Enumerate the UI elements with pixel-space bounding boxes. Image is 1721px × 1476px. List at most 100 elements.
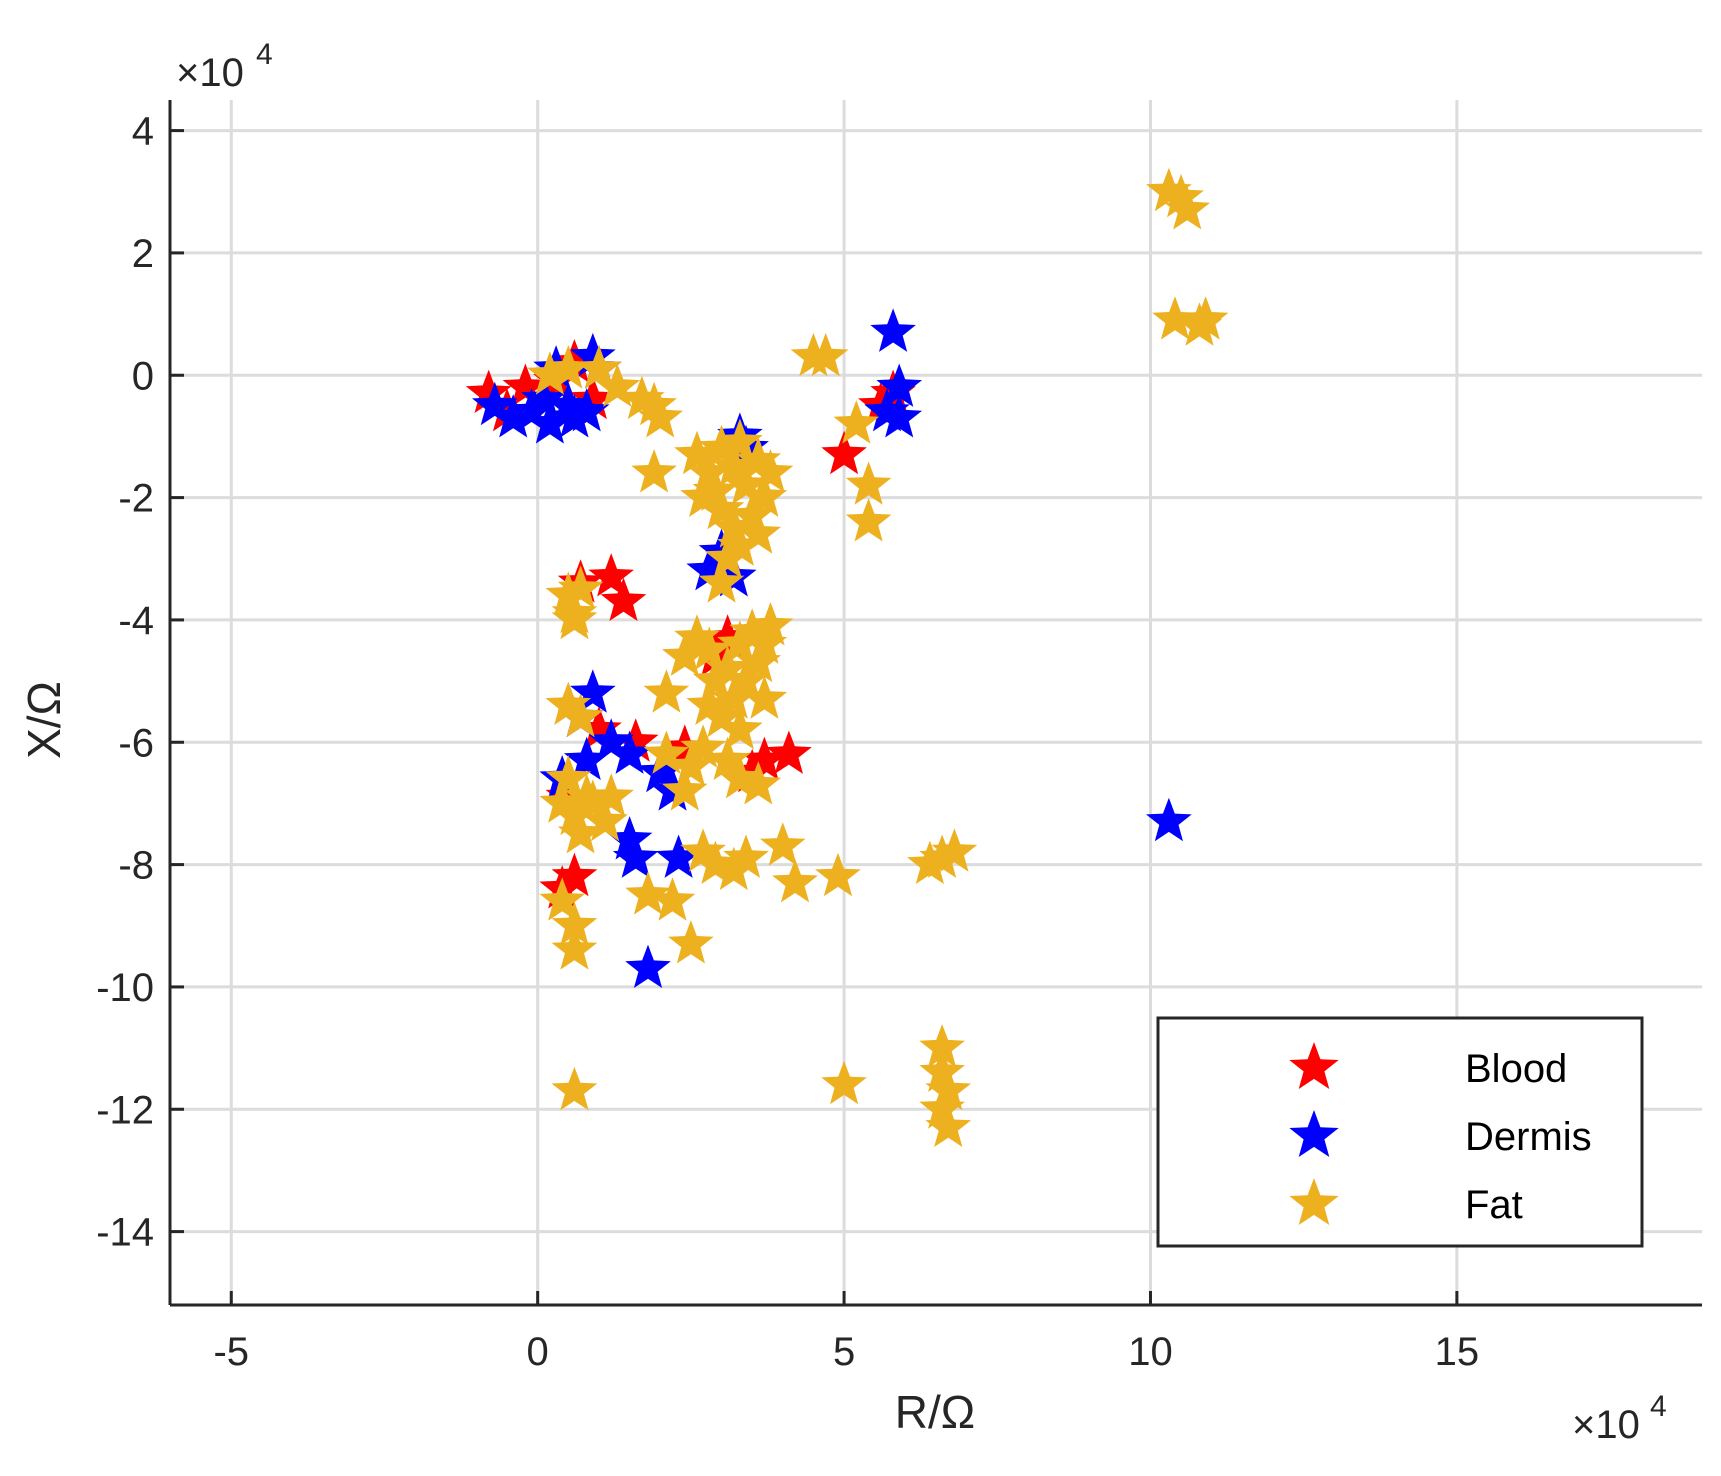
marker-fat xyxy=(711,443,757,487)
marker-fat xyxy=(704,736,751,780)
marker-dermis xyxy=(570,669,616,713)
marker-blood xyxy=(545,773,592,817)
marker-fat xyxy=(735,510,782,554)
marker-blood xyxy=(502,363,549,407)
x-exponent-base: ×10 xyxy=(1572,1403,1640,1447)
x-tick-label: 10 xyxy=(1128,1330,1173,1374)
marker-fat xyxy=(698,693,745,738)
marker-fat xyxy=(919,1048,965,1092)
marker-dermis xyxy=(625,944,671,988)
marker-blood xyxy=(704,614,751,658)
y-tick-label: -12 xyxy=(96,1088,154,1132)
marker-fat xyxy=(735,436,782,481)
marker-fat xyxy=(545,755,592,799)
marker-fat xyxy=(717,706,763,750)
marker-fat xyxy=(698,559,745,603)
marker-dermis xyxy=(472,381,518,426)
marker-fat xyxy=(680,724,726,768)
marker-fat xyxy=(741,473,788,517)
marker-fat xyxy=(907,840,953,884)
y-tick-label: -2 xyxy=(118,477,154,521)
marker-fat xyxy=(735,761,782,805)
marker-fat xyxy=(760,822,806,866)
x-tick-label: 0 xyxy=(527,1330,549,1374)
x-tick-label: -5 xyxy=(213,1330,249,1374)
marker-fat xyxy=(576,345,622,389)
marker-fat xyxy=(625,871,671,915)
marker-fat xyxy=(619,375,665,420)
y-tick-label: -6 xyxy=(118,721,154,765)
marker-fat xyxy=(588,773,634,817)
marker-fat xyxy=(661,767,708,811)
marker-fat xyxy=(674,614,720,658)
marker-blood xyxy=(821,430,867,475)
marker-fat xyxy=(545,571,592,615)
marker-fat xyxy=(1182,296,1229,340)
x-axis-label: R/Ω xyxy=(895,1386,975,1438)
x-exponent-label: ×10 4 xyxy=(1572,1390,1667,1447)
marker-fat xyxy=(815,852,861,897)
marker-blood xyxy=(576,706,622,750)
marker-fat xyxy=(802,332,849,377)
legend-marker-fat xyxy=(1289,1178,1339,1225)
marker-dermis xyxy=(588,718,634,762)
y-exponent-base: ×10 xyxy=(176,51,244,95)
marker-fat xyxy=(637,394,684,438)
marker-blood xyxy=(729,748,775,793)
y-tick-label: -8 xyxy=(118,844,154,888)
marker-fat xyxy=(698,424,745,469)
marker-dermis xyxy=(563,388,610,432)
marker-blood xyxy=(588,553,634,597)
marker-dermis xyxy=(1146,797,1192,842)
marker-blood xyxy=(858,381,904,426)
marker-fat xyxy=(643,730,690,774)
marker-fat xyxy=(845,498,892,542)
marker-dermis xyxy=(527,400,573,444)
marker-fat xyxy=(925,1066,972,1111)
marker-dermis xyxy=(570,332,616,377)
marker-fat xyxy=(557,693,604,738)
y-tick-label: 0 xyxy=(132,354,154,398)
marker-blood xyxy=(612,718,659,762)
marker-dermis xyxy=(490,394,536,438)
marker-fat xyxy=(1164,186,1211,230)
marker-fat xyxy=(594,363,641,407)
marker-dermis xyxy=(612,834,659,878)
marker-fat xyxy=(563,773,610,817)
marker-fat xyxy=(674,430,720,475)
marker-dermis xyxy=(870,308,916,352)
marker-blood xyxy=(570,375,616,420)
y-tick-label: -14 xyxy=(96,1211,154,1255)
marker-fat xyxy=(717,755,763,799)
y-exponent-label: ×10 4 xyxy=(176,38,273,95)
marker-fat xyxy=(717,620,763,664)
marker-fat xyxy=(643,669,690,713)
legend-label-blood: Blood xyxy=(1465,1047,1567,1091)
marker-fat xyxy=(692,467,739,511)
marker-fat xyxy=(704,534,751,579)
legend-label-dermis: Dermis xyxy=(1465,1115,1592,1159)
marker-fat xyxy=(845,461,892,505)
x-tick-label: 15 xyxy=(1435,1330,1480,1374)
marker-fat xyxy=(717,418,763,462)
marker-fat xyxy=(545,345,592,389)
marker-fat xyxy=(723,834,769,878)
marker-fat xyxy=(704,644,751,689)
marker-fat xyxy=(539,779,585,823)
legend-box xyxy=(1156,1016,1644,1248)
marker-fat xyxy=(551,926,598,970)
marker-fat xyxy=(1152,296,1198,340)
marker-dermis xyxy=(606,730,653,774)
marker-blood xyxy=(465,369,512,413)
marker-dermis xyxy=(563,736,610,780)
marker-fat xyxy=(551,595,598,640)
marker-blood xyxy=(661,724,708,768)
marker-dermis xyxy=(655,834,702,878)
marker-fat xyxy=(698,485,745,530)
marker-fat xyxy=(747,449,794,493)
marker-fat xyxy=(1158,173,1204,218)
axes: -5 0 5 10 15 4 2 0 -2 -4 -6 -8 -10 -12 -14 xyxy=(96,100,1702,1374)
marker-fat xyxy=(570,779,616,823)
marker-fat xyxy=(545,681,592,725)
